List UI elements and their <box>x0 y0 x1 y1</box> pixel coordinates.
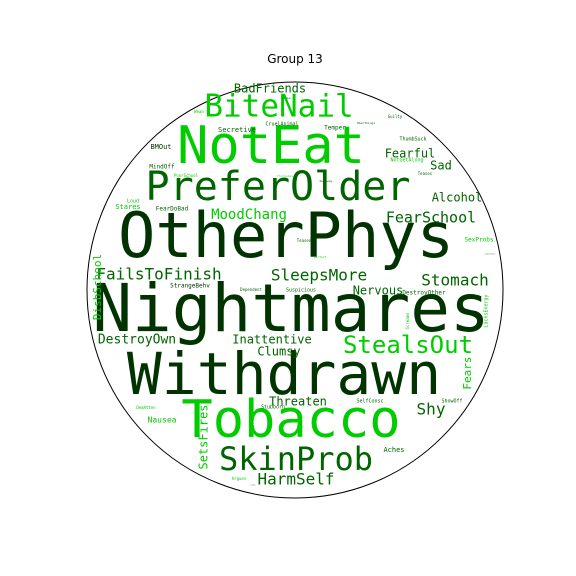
word-feardobad: FearDoBad <box>156 206 189 213</box>
word-otherphys: OtherPhys <box>118 199 454 272</box>
word-argues: Argues <box>232 476 247 481</box>
word-selfconsc: SelfConsc <box>356 399 383 405</box>
word-stealsout: StealsOut <box>343 331 473 359</box>
word-seethings: SeeThings <box>316 366 318 377</box>
chart-title: Group 13 <box>267 52 323 66</box>
word-screams: Screams <box>405 312 410 329</box>
word-hearthings: HearThings <box>357 121 375 125</box>
word-poorschool: PoorSchool <box>174 173 199 178</box>
word-dependent: Dependent <box>240 287 262 292</box>
word-strangebehv: StrangeBehv <box>170 283 210 290</box>
word-lonliness: Lonliness <box>485 254 496 256</box>
word-perfect: Perfect <box>314 255 327 259</box>
word-nausea: Nausea <box>148 416 177 425</box>
word-sulks: Sulks <box>281 96 290 100</box>
word-setsfires: SetsFires <box>197 404 211 469</box>
word-loud: Loud <box>127 199 139 205</box>
word-bmout: BMOut <box>150 143 171 151</box>
word-secretive: Secretive <box>218 126 256 134</box>
word-withdrawn: Withdrawn <box>127 340 441 408</box>
circle-mask-border <box>86 81 504 499</box>
word-noteat: NotEat <box>177 116 365 176</box>
word-showoff: ShowOff <box>441 399 462 405</box>
word-guilty: Guilty <box>388 114 403 119</box>
word-thumbsuck: ThumbSuck <box>399 137 426 143</box>
word-skinprob: SkinProb <box>219 440 373 478</box>
word-nervous: Nervous <box>353 284 404 298</box>
word-wean: Wean <box>194 109 204 114</box>
word-nightmares: Nightmares <box>92 270 489 347</box>
word-dematten: DemAtten <box>136 405 156 410</box>
word-harmself: HarmSelf <box>257 470 334 489</box>
word-runaway: RunAway <box>320 179 333 183</box>
word-preferolder: PreferOlder <box>146 164 411 210</box>
word-badfriends: BadFriends <box>234 82 306 96</box>
word-notgetalong: NotGetAlong <box>390 158 423 164</box>
word-thinkssex: ThinksSex <box>277 174 293 178</box>
word-teases: Teases <box>418 171 433 176</box>
word-tobacco: Tobacco <box>181 390 400 450</box>
word-clumsy: Clumsy <box>257 345 300 359</box>
word-stubborn: Stubborn <box>261 405 285 411</box>
word-fears: Fears <box>461 356 474 389</box>
word-failstofinish: FailsToFinish <box>96 265 221 284</box>
word-shy: Shy <box>417 400 446 419</box>
word-disbschool: DisbSchool <box>91 254 104 320</box>
word-mindoff: MindOff <box>149 164 175 171</box>
word-fearful: Fearful <box>385 147 436 161</box>
word-cruelanimal: CruelAnimal <box>265 122 298 128</box>
word-fearschool: FearSchool <box>386 209 476 227</box>
word-moodchang: MoodChang <box>211 207 287 223</box>
word-lacksenergy: LacksEnergy <box>484 294 490 327</box>
word-lies: Lies <box>251 485 256 487</box>
word-sad: Sad <box>430 159 452 173</box>
word-teased: Teased <box>297 238 312 243</box>
word-destroyother: DestroyOther <box>402 290 446 297</box>
word-stares: Stares <box>115 203 140 211</box>
word-alcohol: Alcohol <box>432 191 483 205</box>
word-destroyown: DestroyOwn <box>98 333 176 348</box>
word-threaten: Threaten <box>269 395 327 409</box>
word-sleepsmore: SleepsMore <box>271 266 367 285</box>
word-aches: Aches <box>383 446 404 454</box>
word-sexprobs: SexProbs <box>465 237 494 244</box>
word-inattentive: Inattentive <box>232 333 311 347</box>
word-bitenail: BiteNail <box>204 89 353 125</box>
word-temper: Temper <box>324 125 346 132</box>
word-suspicious: Suspicious <box>286 288 316 294</box>
word-stomach: Stomach <box>421 271 488 290</box>
